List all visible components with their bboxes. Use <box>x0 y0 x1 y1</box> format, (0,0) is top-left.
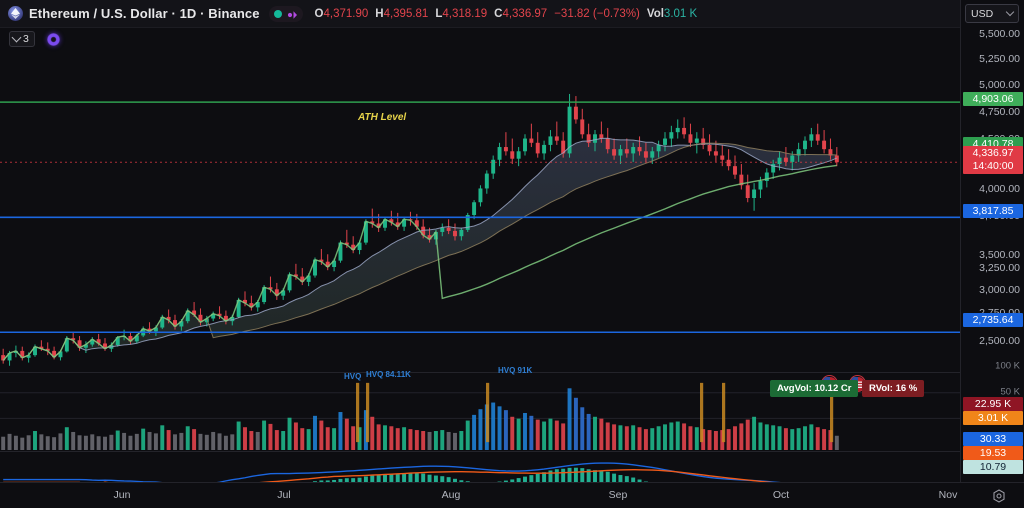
indicator-count-dropdown[interactable]: 3 <box>9 31 35 47</box>
ohlc-close-key: C <box>494 7 503 20</box>
ohlc-high-key: H <box>375 7 384 20</box>
volume-key: Vol <box>646 7 664 20</box>
last-price-countdown: 14:40:00 <box>972 160 1014 172</box>
time-axis-tick: Nov <box>938 489 958 501</box>
ohlc-open-key: O <box>314 7 324 20</box>
indicator-count-label: 3 <box>23 33 29 45</box>
currency-select[interactable]: USD <box>965 4 1019 23</box>
page-title: Ethereum / U.S. Dollar · 1D · Binance <box>29 6 260 21</box>
price-axis-tick: 3,500.00 <box>979 249 1020 261</box>
osc-mid-badge[interactable]: 19.53 <box>963 446 1023 460</box>
hvq-label: HVQ 91K <box>498 366 533 375</box>
last-price-badge[interactable]: 4,336.97 14:40:00 <box>963 146 1023 174</box>
price-axis-tick: 2,500.00 <box>979 335 1020 347</box>
ohlc-low-value: 4,318.19 <box>442 7 488 20</box>
ohlc-close-value: 4,336.97 <box>502 7 548 20</box>
current-volume-badge[interactable]: 3.01 K <box>963 411 1023 425</box>
chart-canvas[interactable]: ATH Level <box>0 26 960 505</box>
avg-volume-badge[interactable]: 22.95 K <box>963 397 1023 411</box>
chart-subtoolbar: 3 <box>0 28 1024 50</box>
time-axis-tick: Sep <box>608 489 628 501</box>
rvol-chip[interactable]: RVol: 16 % <box>862 380 925 397</box>
volume-axis-tick: 50 K <box>1000 386 1020 398</box>
broadcast-icon[interactable] <box>286 8 298 20</box>
ohlc-open-value: 4,371.90 <box>323 7 369 20</box>
time-axis-tick: Oct <box>772 489 790 501</box>
ohlc-readout: O 4,371.90 H 4,395.81 L 4,318.19 C 4,336… <box>315 8 705 20</box>
hvq-label: HVQ <box>344 372 362 381</box>
price-plot <box>0 93 960 366</box>
price-axis-tick: 4,750.00 <box>979 106 1020 118</box>
header-status-group <box>268 5 303 22</box>
ohlc-low-key: L <box>435 7 443 20</box>
ath-level-label: ATH Level <box>358 112 407 123</box>
price-axis-tick: 5,500.00 <box>979 28 1020 40</box>
resistance-price-badge[interactable]: 3,817.85 <box>963 204 1023 218</box>
chart-header: Ethereum / U.S. Dollar · 1D · Binance O … <box>0 0 1024 28</box>
price-pane[interactable]: ATH Level <box>0 26 960 392</box>
time-axis-tick: Jul <box>277 489 291 501</box>
ethereum-icon <box>8 6 23 21</box>
price-axis[interactable]: USD 5,500.005,250.005,000.004,750.004,50… <box>960 0 1024 482</box>
support-price-badge[interactable]: 2,735.64 <box>963 313 1023 327</box>
last-price-value: 4,336.97 <box>972 147 1014 159</box>
time-axis[interactable]: Jun Jul Aug Sep Oct Nov <box>0 482 1024 508</box>
live-status-dot <box>273 9 282 18</box>
ath-price-badge[interactable]: 4,903.06 <box>963 92 1023 106</box>
osc-upper-badge[interactable]: 30.33 <box>963 432 1023 446</box>
avg-vol-chip[interactable]: AvgVol: 10.12 Cr <box>770 380 859 397</box>
currency-label: USD <box>971 7 994 20</box>
chart-settings-icon[interactable] <box>992 489 1006 503</box>
time-axis-tick: Jun <box>113 489 131 501</box>
volume-axis-tick: 100 K <box>995 360 1020 372</box>
purple-indicator-icon[interactable] <box>46 32 60 46</box>
hvq-label: HVQ 84.11K <box>366 370 411 379</box>
time-axis-tick: Aug <box>441 489 461 501</box>
chevron-down-icon <box>1005 7 1015 17</box>
price-axis-tick: 4,000.00 <box>979 183 1020 195</box>
osc-lower-badge[interactable]: 10.79 <box>963 460 1023 474</box>
price-axis-tick: 3,000.00 <box>979 284 1020 296</box>
volume-pane[interactable] <box>0 372 960 450</box>
ohlc-change: −31.82 (−0.73%) <box>554 7 640 20</box>
price-axis-tick: 3,250.00 <box>979 262 1020 274</box>
price-axis-tick: 5,000.00 <box>979 79 1020 91</box>
volume-plot <box>0 382 960 450</box>
price-axis-tick: 5,250.00 <box>979 53 1020 65</box>
ohlc-high-value: 4,395.81 <box>383 7 429 20</box>
volume-value: 3.01 K <box>663 7 698 20</box>
